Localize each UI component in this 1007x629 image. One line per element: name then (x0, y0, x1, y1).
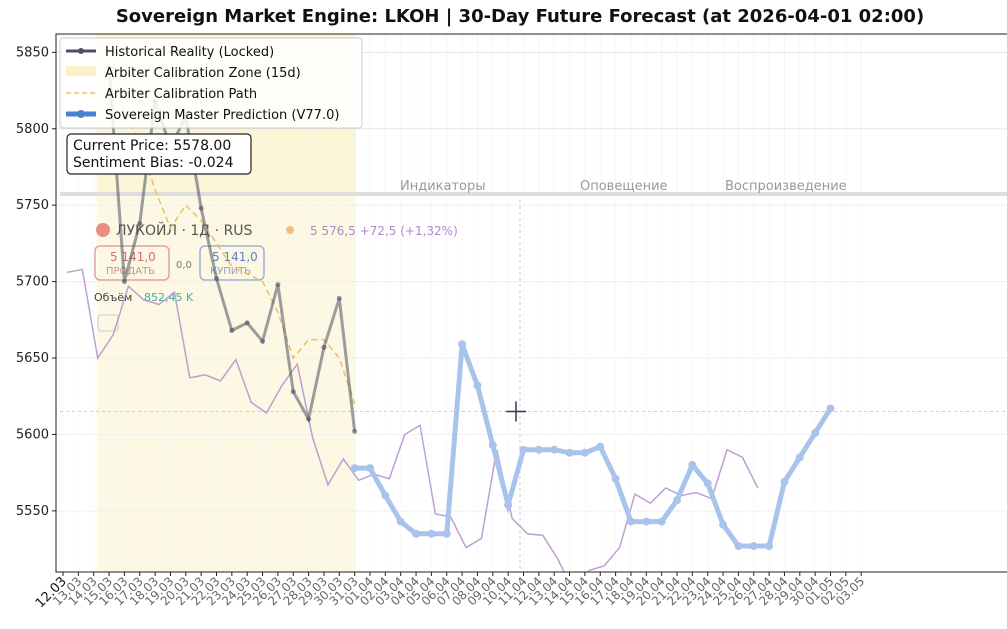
overlay-toolbar-alert: Оповещение (580, 179, 668, 194)
overlay-price-line (66, 268, 759, 572)
overlay-buy-label: КУПИТЬ (210, 266, 251, 277)
historical-point (275, 282, 281, 288)
prediction-point (780, 477, 789, 486)
prediction-point (534, 445, 543, 454)
overlay-toolbar-replay: Воспроизведение (725, 179, 847, 194)
sentiment-bias-text: Sentiment Bias: -0.024 (73, 155, 234, 171)
series-layer (106, 65, 835, 551)
prediction-point (611, 474, 620, 483)
prediction-point (565, 448, 574, 457)
historical-point (321, 344, 327, 350)
prediction-point (673, 496, 681, 505)
prediction-point (795, 453, 804, 462)
prediction-point (488, 441, 497, 450)
calibration-path-line (108, 67, 356, 405)
overlay-ticker-logo (96, 223, 110, 237)
historical-point (352, 428, 358, 434)
overlay-collapse-button (97, 314, 119, 332)
prediction-point (719, 520, 728, 529)
prediction-point (657, 517, 666, 526)
overlay-buy-price: 5 141,0 (212, 250, 258, 264)
overlay-volume-label: Объём (94, 291, 132, 304)
prediction-point (749, 542, 758, 551)
prediction-point (396, 517, 405, 526)
historical-point (306, 416, 312, 422)
overlay-buy-box (199, 245, 265, 281)
prediction-point (703, 479, 712, 488)
prediction-point (826, 404, 835, 413)
prediction-point (734, 542, 743, 551)
overlay-quote: 5 576,5 +72,5 (+1,32%) (310, 224, 458, 238)
legend: Historical Reality (Locked) Arbiter Cali… (59, 37, 363, 129)
y-tick-label: 5750 (16, 198, 49, 213)
y-tick-label: 5700 (16, 275, 49, 290)
prediction-point (412, 529, 421, 538)
prediction-point (427, 529, 436, 538)
overlay-crosshair-cursor (506, 401, 526, 422)
historical-point (260, 338, 266, 344)
prediction-point (765, 542, 774, 551)
prediction-point (811, 428, 820, 437)
historical-point (214, 276, 219, 282)
prediction-point (473, 381, 482, 390)
prediction-point (642, 517, 651, 526)
y-tick-label: 5600 (16, 427, 49, 442)
y-tick-label: 5850 (16, 45, 49, 60)
historical-point (137, 221, 143, 227)
prediction-point (596, 442, 605, 451)
prediction-point (381, 491, 390, 500)
prediction-point (550, 445, 559, 454)
overlay-panel (60, 192, 1007, 572)
overlay-status-dot (286, 226, 294, 234)
legend-historical-label: Historical Reality (Locked) (105, 45, 274, 60)
info-box: Current Price: 5578.00 Sentiment Bias: -… (66, 133, 252, 175)
legend-path-label: Arbiter Calibration Path (105, 87, 257, 102)
overlay-spread: 0,0 (176, 260, 192, 271)
legend-zone-swatch (66, 66, 96, 76)
historical-point (244, 320, 250, 326)
historical-point (336, 295, 342, 301)
overlay-instrument: ЛУКОЙЛ · 1Д · RUS (116, 221, 253, 239)
y-tick-label: 5550 (16, 504, 49, 519)
legend-historical-marker (78, 48, 84, 54)
prediction-point (626, 517, 635, 526)
prediction-point (442, 529, 451, 538)
current-price-text: Current Price: 5578.00 (73, 138, 231, 154)
prediction-point (350, 464, 359, 473)
overlay-sell-box (94, 245, 170, 281)
prediction-point (366, 464, 374, 473)
overlay-toolbar-indicators: Индикаторы (400, 179, 486, 194)
axes-layer: 555056005650570057505800585012.0313.0314… (16, 33, 1007, 611)
y-tick-label: 5800 (16, 122, 49, 137)
historical-point (198, 205, 204, 211)
prediction-point (688, 461, 697, 470)
legend-zone-label: Arbiter Calibration Zone (15d) (105, 66, 301, 81)
prediction-point (504, 500, 513, 509)
historical-point (229, 328, 235, 334)
historical-point (290, 389, 296, 395)
legend-prediction-marker (77, 110, 85, 118)
legend-prediction-label: Sovereign Master Prediction (V77.0) (105, 108, 339, 123)
chart-title: Sovereign Market Engine: LKOH | 30-Day F… (115, 6, 925, 27)
prediction-point (580, 448, 589, 457)
prediction-point (458, 340, 467, 349)
historical-point (121, 279, 127, 285)
screenshot-overlay-layer: Индикаторы Оповещение Воспроизведение ЛУКОЙ… (60, 179, 1007, 572)
overlay-sell-label: ПРОДАТЬ (106, 266, 155, 277)
axes-frame (55, 33, 1007, 573)
prediction-point (519, 445, 528, 454)
y-tick-label: 5650 (16, 351, 49, 366)
